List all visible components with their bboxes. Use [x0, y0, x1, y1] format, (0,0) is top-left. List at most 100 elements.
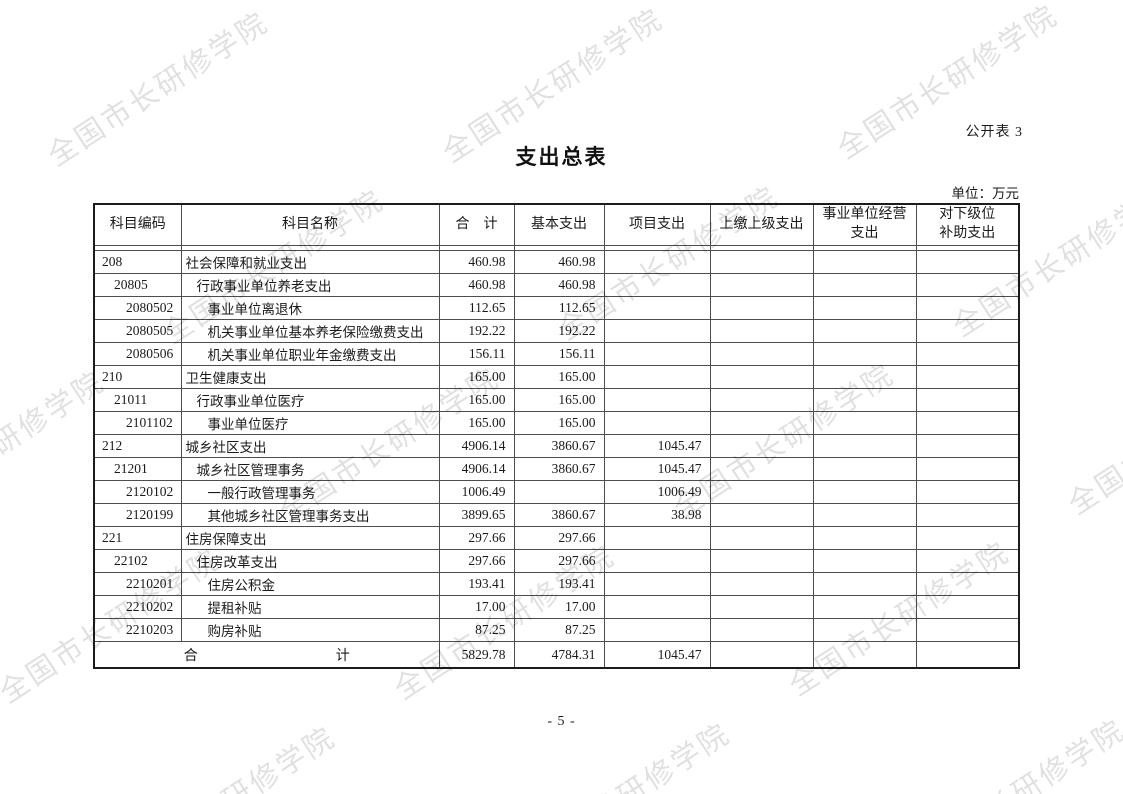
upper-level-expenditure-cell — [709, 595, 814, 619]
upper-level-expenditure-cell — [709, 526, 814, 550]
operating-expenditure-cell — [812, 549, 917, 573]
table-row: 208 社会保障和就业支出 460.98 460.98 — [93, 250, 1020, 274]
upper-level-expenditure-cell — [709, 250, 814, 274]
subject-name-cell: 卫生健康支出 — [180, 365, 440, 389]
subject-code-cell: 2120199 — [93, 503, 182, 527]
table-body: 208 社会保障和就业支出 460.98 460.98 20805 行政事业单位养老支出 4… — [93, 250, 1020, 642]
subsidy-expenditure-cell — [915, 411, 1020, 435]
expenditure-summary-table: 科目编码 科目名称 合 计 基本支出 项目支出 上缴上级支出 事业单位经营 支出 … — [93, 203, 1020, 669]
total-label-char: 合 — [183, 648, 198, 664]
basic-expenditure-cell: 165.00 — [513, 411, 605, 435]
upper-level-expenditure-cell — [709, 365, 814, 389]
basic-expenditure-cell — [513, 480, 605, 504]
total-cell: 165.00 — [438, 411, 515, 435]
project-expenditure-cell — [603, 411, 711, 435]
subsidy-expenditure-cell — [915, 365, 1020, 389]
subsidy-expenditure-cell — [915, 526, 1020, 550]
subject-name-cell: 住房公积金 — [180, 572, 440, 596]
subject-name-cell: 一般行政管理事务 — [180, 480, 440, 504]
subsidy-expenditure-cell — [915, 319, 1020, 343]
project-expenditure-cell — [603, 549, 711, 573]
table-row: 2210203 购房补贴 87.25 87.25 — [93, 618, 1020, 642]
operating-expenditure-cell — [812, 503, 917, 527]
subject-name-cell: 机关事业单位基本养老保险缴费支出 — [180, 319, 440, 343]
subject-name-cell: 其他城乡社区管理事务支出 — [180, 503, 440, 527]
subject-name-cell: 机关事业单位职业年金缴费支出 — [180, 342, 440, 366]
basic-expenditure-cell: 165.00 — [513, 388, 605, 412]
subject-code-cell: 2101102 — [93, 411, 182, 435]
col-header-operating-expenditure: 事业单位经营 支出 — [812, 203, 917, 246]
col-header-text: 科目编码 — [109, 216, 166, 232]
total-cell: 460.98 — [438, 250, 515, 274]
subject-code-cell: 208 — [93, 250, 182, 274]
total-project-cell: 1045.47 — [603, 641, 711, 669]
col-header-basic-expenditure: 基本支出 — [513, 203, 605, 246]
total-cell: 17.00 — [438, 595, 515, 619]
subject-name-cell: 住房改革支出 — [180, 549, 440, 573]
watermark-text: 全国市长研修学院 — [0, 626, 27, 794]
subject-code-cell: 2210202 — [93, 595, 182, 619]
project-expenditure-cell: 1045.47 — [603, 457, 711, 481]
col-header-project-expenditure: 项目支出 — [603, 203, 711, 246]
col-header-total: 合 计 — [438, 203, 515, 246]
subject-code-cell: 2080502 — [93, 296, 182, 320]
watermark-text: 全国市长研修学院 — [1028, 0, 1123, 78]
project-expenditure-cell: 38.98 — [603, 503, 711, 527]
total-operating-cell — [812, 641, 917, 669]
total-basic-cell: 4784.31 — [513, 641, 605, 669]
page-title: 支出总表 — [515, 146, 608, 169]
subject-code-cell: 2080505 — [93, 319, 182, 343]
upper-level-expenditure-cell — [709, 480, 814, 504]
total-cell: 156.11 — [438, 342, 515, 366]
col-header-text: 合 计 — [455, 216, 498, 232]
subject-name-cell: 事业单位离退休 — [180, 296, 440, 320]
project-expenditure-cell — [603, 618, 711, 642]
table-row: 212 城乡社区支出 4906.14 3860.67 1045.47 — [93, 434, 1020, 458]
operating-expenditure-cell — [812, 526, 917, 550]
project-expenditure-cell: 1045.47 — [603, 434, 711, 458]
subject-code-cell: 2080506 — [93, 342, 182, 366]
operating-expenditure-cell — [812, 342, 917, 366]
subject-name-cell: 城乡社区支出 — [180, 434, 440, 458]
total-cell: 1006.49 — [438, 480, 515, 504]
operating-expenditure-cell — [812, 457, 917, 481]
col-header-text: 基本支出 — [531, 216, 587, 232]
col-header-text: 科目名称 — [282, 216, 338, 232]
total-cell: 87.25 — [438, 618, 515, 642]
operating-expenditure-cell — [812, 365, 917, 389]
project-expenditure-cell — [603, 365, 711, 389]
subject-name-cell: 城乡社区管理事务 — [180, 457, 440, 481]
subject-name-cell: 购房补贴 — [180, 618, 440, 642]
table-row: 2080506 机关事业单位职业年金缴费支出 156.11 156.11 — [93, 342, 1020, 366]
subsidy-expenditure-cell — [915, 434, 1020, 458]
total-cell: 4906.14 — [438, 434, 515, 458]
subsidy-expenditure-cell — [915, 618, 1020, 642]
subject-name-cell: 社会保障和就业支出 — [180, 250, 440, 274]
subject-code-cell: 21201 — [93, 457, 182, 481]
total-cell: 460.98 — [438, 273, 515, 297]
subsidy-expenditure-cell — [915, 595, 1020, 619]
table-row: 21201 城乡社区管理事务 4906.14 3860.67 1045.47 — [93, 457, 1020, 481]
total-upper-level-cell — [709, 641, 814, 669]
watermark-text: 全国市长研修学院 — [239, 0, 634, 85]
table-header-row: 科目编码 科目名称 合 计 基本支出 项目支出 上缴上级支出 事业单位经营 支出 … — [93, 203, 1020, 246]
subsidy-expenditure-cell — [915, 273, 1020, 297]
table-row: 2120102 一般行政管理事务 1006.49 1006.49 — [93, 480, 1020, 504]
upper-level-expenditure-cell — [709, 503, 814, 527]
upper-level-expenditure-cell — [709, 342, 814, 366]
operating-expenditure-cell — [812, 319, 917, 343]
operating-expenditure-cell — [812, 296, 917, 320]
subject-name-cell: 行政事业单位养老支出 — [180, 273, 440, 297]
subject-code-cell: 210 — [93, 365, 182, 389]
basic-expenditure-cell: 17.00 — [513, 595, 605, 619]
total-cell: 3899.65 — [438, 503, 515, 527]
basic-expenditure-cell: 297.66 — [513, 526, 605, 550]
subject-code-cell: 221 — [93, 526, 182, 550]
subsidy-expenditure-cell — [915, 457, 1020, 481]
basic-expenditure-cell: 87.25 — [513, 618, 605, 642]
col-header-text: 项目支出 — [629, 216, 685, 232]
col-header-text: 事业单位经营 — [822, 207, 907, 223]
project-expenditure-cell — [603, 319, 711, 343]
page-number: - 5 - — [547, 714, 576, 729]
